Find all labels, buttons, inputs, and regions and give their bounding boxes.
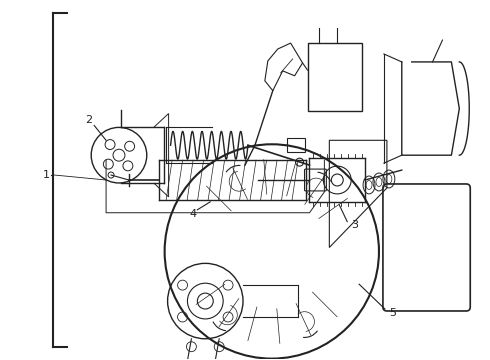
Text: 4: 4	[190, 209, 197, 219]
Text: 2: 2	[85, 116, 92, 126]
Text: 5: 5	[389, 308, 396, 318]
Text: 1: 1	[43, 170, 49, 180]
Text: 3: 3	[351, 220, 358, 230]
